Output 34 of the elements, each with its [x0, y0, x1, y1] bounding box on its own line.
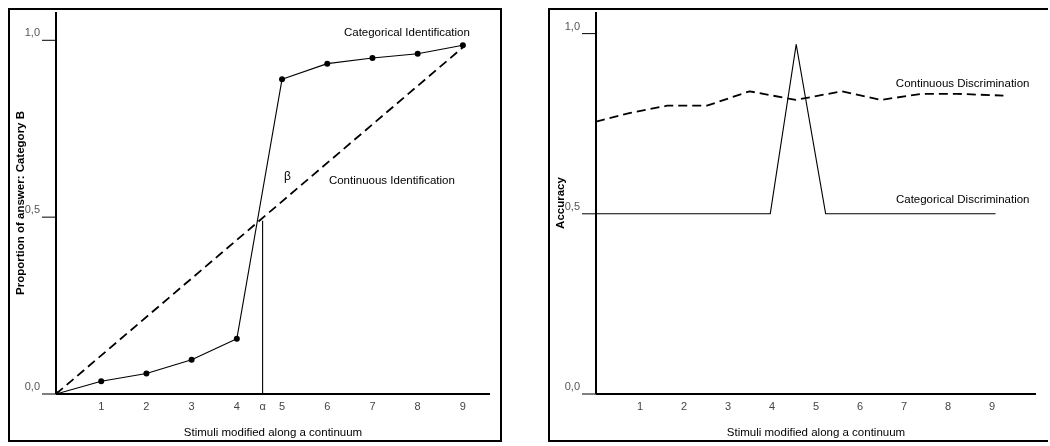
series-label: Categorical Identification	[343, 26, 470, 39]
x-tick-label: 1	[636, 399, 644, 412]
annotation: β	[284, 169, 291, 183]
x-axis-title: Stimuli modified along a continuum	[726, 426, 906, 438]
y-tick-label: 1,0	[24, 26, 40, 39]
y-tick-label: 0,5	[24, 203, 40, 216]
x-tick-label: 3	[188, 399, 195, 412]
x-tick-label: 4	[233, 399, 240, 412]
x-tick-label: 2	[680, 399, 688, 412]
x-tick-label: 9	[988, 399, 996, 412]
x-tick-label: 3	[724, 399, 732, 412]
x-tick-label: 8	[944, 399, 952, 412]
x-tick-label: 9	[459, 399, 466, 412]
y-tick-label: 0,5	[564, 199, 580, 212]
series-label: Categorical Discrimination	[895, 192, 1030, 205]
y-tick-label: 0,0	[564, 379, 580, 392]
y-tick-label: 0,0	[24, 379, 40, 392]
x-tick-label: 1	[98, 399, 105, 412]
x-tick-label: 2	[143, 399, 150, 412]
x-tick-label: 7	[900, 399, 908, 412]
x-tick-label: 6	[856, 399, 864, 412]
y-tick-label: 1,0	[564, 19, 580, 32]
x-tick-label: α	[259, 399, 267, 412]
x-tick-label: 5	[812, 399, 820, 412]
x-axis-title: Stimuli modified along a continuum	[183, 426, 363, 438]
x-tick-label: 4	[768, 399, 776, 412]
series-label: Continuous Identification	[328, 174, 455, 187]
y-axis-title: Proportion of answer: Category B	[14, 110, 27, 296]
series-label: Continuous Discrimination	[895, 76, 1030, 89]
x-tick-label: 6	[324, 399, 331, 412]
x-tick-label: 8	[414, 399, 421, 412]
y-axis-title: Accuracy	[554, 176, 567, 229]
x-tick-label: 5	[278, 399, 286, 412]
x-tick-label: 7	[369, 399, 376, 412]
